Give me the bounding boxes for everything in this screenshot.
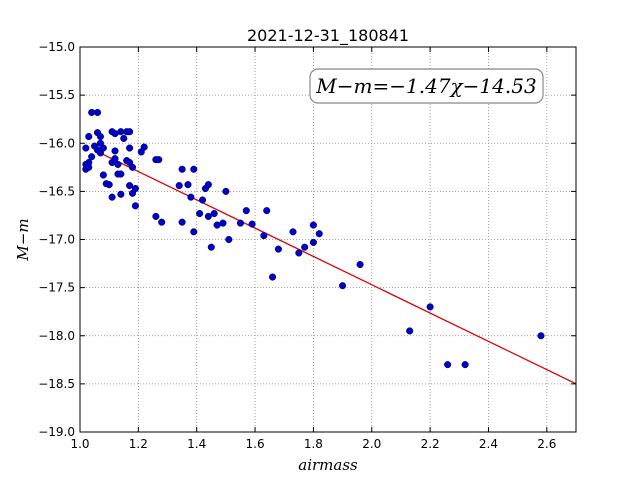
data-point bbox=[117, 190, 125, 198]
data-point bbox=[108, 193, 116, 201]
data-points bbox=[82, 108, 545, 369]
data-point bbox=[99, 171, 107, 179]
data-point bbox=[444, 361, 452, 369]
data-point bbox=[242, 207, 250, 215]
data-point bbox=[111, 155, 119, 163]
x-tick-label: 2.0 bbox=[362, 437, 381, 451]
data-point bbox=[198, 196, 207, 204]
data-point bbox=[120, 134, 128, 142]
data-point bbox=[88, 153, 96, 161]
data-point bbox=[295, 249, 303, 257]
data-point bbox=[175, 182, 183, 190]
x-axis-label: airmass bbox=[298, 456, 358, 474]
fit-line bbox=[100, 152, 577, 385]
data-point bbox=[178, 218, 186, 226]
data-point bbox=[126, 182, 134, 190]
data-point bbox=[126, 144, 134, 152]
data-point bbox=[207, 243, 215, 251]
data-point bbox=[315, 230, 323, 238]
data-point bbox=[356, 260, 364, 269]
y-tick-label: −17.0 bbox=[38, 233, 75, 247]
data-point bbox=[105, 181, 113, 189]
data-point bbox=[225, 235, 233, 244]
data-point bbox=[184, 181, 192, 189]
data-point bbox=[204, 212, 212, 220]
x-tick-label: 1.2 bbox=[129, 437, 148, 451]
data-point bbox=[155, 156, 163, 164]
data-point bbox=[82, 144, 90, 152]
data-point bbox=[117, 170, 125, 178]
y-tick-label: −18.5 bbox=[38, 377, 75, 391]
fit-equation-frame bbox=[309, 68, 544, 104]
x-tick-label: 1.4 bbox=[187, 437, 206, 451]
y-tick-label: −17.5 bbox=[38, 281, 75, 295]
data-point bbox=[126, 128, 134, 136]
y-tick-label: −16.0 bbox=[38, 136, 75, 150]
y-tick-label: −16.5 bbox=[38, 184, 75, 198]
data-point bbox=[190, 228, 198, 236]
fit-equation: M−m=−1.47χ−14.53 bbox=[315, 74, 536, 98]
data-point bbox=[187, 193, 195, 201]
y-tick-label: −19.0 bbox=[38, 425, 75, 439]
data-point bbox=[537, 332, 545, 340]
y-tick-label: −15.5 bbox=[38, 88, 75, 102]
axis-ticks: 1.0 1.2 1.4 1.6 1.8 2.0 2.2 2.4 2.6 −15.0 −15.5 −16… bbox=[38, 40, 576, 451]
x-tick-label: 2.2 bbox=[421, 437, 440, 451]
data-point bbox=[260, 232, 268, 240]
data-point bbox=[461, 361, 469, 369]
x-tick-label: 1.0 bbox=[70, 437, 89, 451]
data-point bbox=[190, 165, 198, 173]
data-point bbox=[269, 273, 277, 281]
y-axis-label: M−m bbox=[14, 218, 32, 261]
data-point bbox=[426, 303, 434, 311]
data-point bbox=[289, 228, 297, 236]
data-point bbox=[140, 143, 148, 151]
data-point bbox=[210, 209, 218, 218]
data-point bbox=[301, 243, 309, 251]
x-tick-label: 1.6 bbox=[246, 437, 265, 451]
data-point bbox=[111, 147, 119, 155]
data-point bbox=[99, 144, 107, 152]
data-point bbox=[406, 327, 414, 335]
data-point bbox=[309, 238, 317, 246]
data-point bbox=[204, 181, 212, 189]
data-point bbox=[263, 207, 271, 215]
data-point bbox=[222, 187, 230, 195]
x-tick-label: 2.4 bbox=[479, 437, 498, 451]
data-point bbox=[131, 202, 139, 210]
data-point bbox=[96, 132, 104, 141]
data-point bbox=[128, 163, 137, 171]
data-point bbox=[152, 212, 160, 220]
data-point bbox=[219, 219, 227, 227]
x-tick-label: 1.8 bbox=[304, 437, 323, 451]
fit-equation-box: M−m=−1.47χ−14.53 bbox=[309, 68, 544, 104]
chart-title: 2021-12-31_180841 bbox=[247, 26, 409, 46]
y-tick-label: −15.0 bbox=[38, 40, 75, 54]
data-point bbox=[131, 184, 139, 193]
data-point bbox=[85, 132, 93, 141]
data-point bbox=[114, 160, 122, 168]
data-point bbox=[236, 219, 245, 227]
data-point bbox=[339, 282, 347, 290]
data-point bbox=[158, 218, 166, 226]
x-tick-label: 2.6 bbox=[537, 437, 556, 451]
data-point bbox=[309, 221, 317, 229]
data-point bbox=[248, 220, 256, 228]
data-point bbox=[93, 108, 102, 116]
data-point bbox=[85, 158, 93, 167]
data-point bbox=[274, 245, 282, 253]
y-tick-label: −18.0 bbox=[38, 329, 75, 343]
data-point bbox=[196, 209, 204, 218]
data-point bbox=[178, 165, 186, 173]
